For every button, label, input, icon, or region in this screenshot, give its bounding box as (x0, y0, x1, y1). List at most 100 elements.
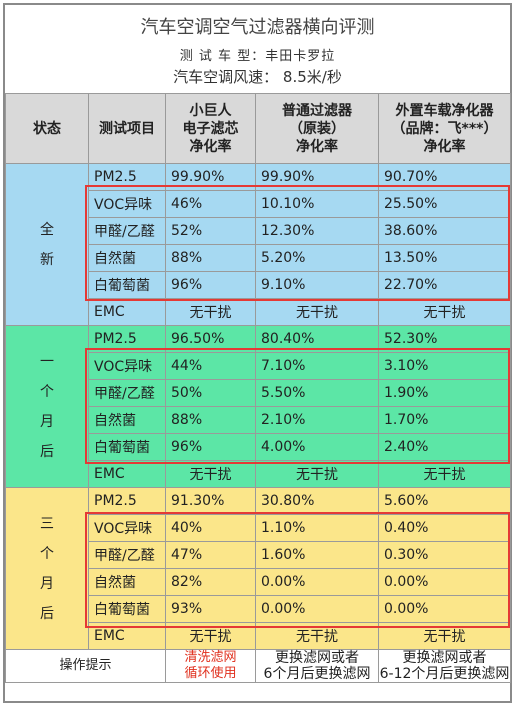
footer-label: 操作提示 (5, 649, 166, 683)
value-col2: 7.10% (255, 352, 379, 380)
value-col1: 99.90% (165, 163, 256, 191)
table-row: 白葡萄菌 96% 4.00% 2.40% (6, 433, 511, 461)
value-col3: 0.40% (378, 514, 511, 542)
state-new: 全 新 (5, 163, 89, 326)
state-three-month: 三 个 月 后 (5, 487, 89, 650)
header-item: 测试项目 (88, 93, 166, 164)
table-row: 甲醛/乙醛 47% 1.60% 0.30% (6, 541, 511, 569)
table-row: 甲醛/乙醛 52% 12.30% 38.60% (6, 217, 511, 245)
test-item: EMC (88, 460, 166, 488)
header-col1: 小巨人 电子滤芯 净化率 (165, 93, 256, 164)
table-row: 三 个 月 后 PM2.5 91.30% 30.80% 5.60% (5, 487, 511, 650)
title-block: 汽车空调空气过滤器横向评测 测 试 车 型：丰田卡罗拉 汽车空调风速： 8.5米… (5, 5, 510, 94)
header-col3-metric: 净化率 (423, 138, 466, 155)
footer-tip-col2-line1: 更换滤网或者 (275, 650, 359, 666)
footer-tip-col2-line2: 6个月后更换滤网 (263, 666, 371, 682)
value-col2: 99.90% (255, 163, 379, 191)
test-item: PM2.5 (88, 487, 166, 515)
table-row: 自然菌 82% 0.00% 0.00% (6, 568, 511, 596)
header-col1-name: 小巨人 (189, 102, 232, 119)
header-state: 状态 (5, 93, 89, 164)
value-col3: 90.70% (378, 163, 511, 191)
header-col3-sub: （品牌：飞***） (391, 120, 498, 137)
value-col1: 96% (165, 433, 256, 461)
value-col3: 3.10% (378, 352, 511, 380)
footer-tip-col1-line2: 循环使用 (184, 666, 237, 681)
footer-tip-col1-line1: 清洗滤网 (184, 650, 237, 665)
value-col3: 52.30% (378, 325, 511, 353)
value-col1: 50% (165, 379, 256, 407)
test-item: PM2.5 (88, 163, 166, 191)
state-one-month: 一 个 月 后 (5, 325, 89, 488)
value-col2: 0.00% (255, 568, 379, 596)
table-row: EMC 无干扰 无干扰 无干扰 (6, 298, 511, 326)
page-title: 汽车空调空气过滤器横向评测 (140, 17, 375, 38)
value-col3: 无干扰 (378, 460, 511, 488)
test-item: 白葡萄菌 (88, 271, 166, 299)
value-col1: 91.30% (165, 487, 256, 515)
header-col3: 外置车载净化器 （品牌：飞***） 净化率 (378, 93, 511, 164)
value-col3: 1.90% (378, 379, 511, 407)
value-col3: 25.50% (378, 190, 511, 218)
value-col3: 5.60% (378, 487, 511, 515)
value-col3: 0.00% (378, 568, 511, 596)
value-col3: 0.30% (378, 541, 511, 569)
test-item: 甲醛/乙醛 (88, 379, 166, 407)
value-col3: 无干扰 (378, 622, 511, 650)
value-col1: 82% (165, 568, 256, 596)
table-row: VOC异味 46% 10.10% 25.50% (6, 190, 511, 218)
test-item: VOC异味 (88, 190, 166, 218)
header-col2-name: 普通过滤器 (282, 102, 352, 119)
value-col2: 80.40% (255, 325, 379, 353)
value-col1: 无干扰 (165, 460, 256, 488)
test-vehicle: 测 试 车 型：丰田卡罗拉 (179, 49, 336, 64)
table-row: 全 新 PM2.5 99.90% 99.90% 90.70% (5, 163, 511, 326)
table-row: 甲醛/乙醛 50% 5.50% 1.90% (6, 379, 511, 407)
header-col3-name: 外置车载净化器 (395, 102, 494, 119)
table-row: 白葡萄菌 96% 9.10% 22.70% (6, 271, 511, 299)
value-col2: 9.10% (255, 271, 379, 299)
comparison-table: 状态 测试项目 小巨人 电子滤芯 净化率 普通过滤器 （原装） 净化率 外置车载… (5, 93, 511, 683)
fan-speed: 汽车空调风速： 8.5米/秒 (173, 68, 342, 86)
value-col3: 0.00% (378, 595, 511, 623)
test-item: 自然菌 (88, 244, 166, 272)
value-col2: 0.00% (255, 595, 379, 623)
header-col1-metric: 净化率 (189, 138, 232, 155)
value-col1: 52% (165, 217, 256, 245)
table-row: VOC异味 44% 7.10% 3.10% (6, 352, 511, 380)
header-col2-metric: 净化率 (296, 138, 338, 155)
value-col1: 88% (165, 244, 256, 272)
value-col2: 12.30% (255, 217, 379, 245)
table-row: 自然菌 88% 2.10% 1.70% (6, 406, 511, 434)
test-item: PM2.5 (88, 325, 166, 353)
value-col1: 46% (165, 190, 256, 218)
value-col1: 96.50% (165, 325, 256, 353)
value-col1: 93% (165, 595, 256, 623)
value-col1: 44% (165, 352, 256, 380)
value-col2: 5.50% (255, 379, 379, 407)
value-col1: 88% (165, 406, 256, 434)
value-col2: 2.10% (255, 406, 379, 434)
value-col2: 无干扰 (255, 298, 379, 326)
value-col1: 40% (165, 514, 256, 542)
value-col2: 1.10% (255, 514, 379, 542)
value-col1: 无干扰 (165, 298, 256, 326)
value-col3: 22.70% (378, 271, 511, 299)
test-item: 白葡萄菌 (88, 595, 166, 623)
footer-tip-col3: 更换滤网或者 6-12个月后更换滤网 (378, 649, 511, 683)
header-col2-sub: （原装） (289, 120, 345, 137)
value-col1: 无干扰 (165, 622, 256, 650)
header-col2: 普通过滤器 （原装） 净化率 (255, 93, 379, 164)
footer-tip-col3-line2: 6-12个月后更换滤网 (379, 666, 510, 682)
table-row: 自然菌 88% 5.20% 13.50% (6, 244, 511, 272)
table-row: 一 个 月 后 PM2.5 96.50% 80.40% 52.30% (5, 325, 511, 488)
footer-row: 操作提示 清洗滤网 循环使用 更换滤网或者 6个月后更换滤网 更换滤网或者 6-… (5, 649, 511, 683)
footer-tip-col1: 清洗滤网 循环使用 (165, 649, 256, 683)
test-item: 甲醛/乙醛 (88, 541, 166, 569)
test-item: 甲醛/乙醛 (88, 217, 166, 245)
test-item: 自然菌 (88, 406, 166, 434)
value-col1: 47% (165, 541, 256, 569)
value-col2: 1.60% (255, 541, 379, 569)
value-col3: 13.50% (378, 244, 511, 272)
table-row: EMC 无干扰 无干扰 无干扰 (6, 460, 511, 488)
